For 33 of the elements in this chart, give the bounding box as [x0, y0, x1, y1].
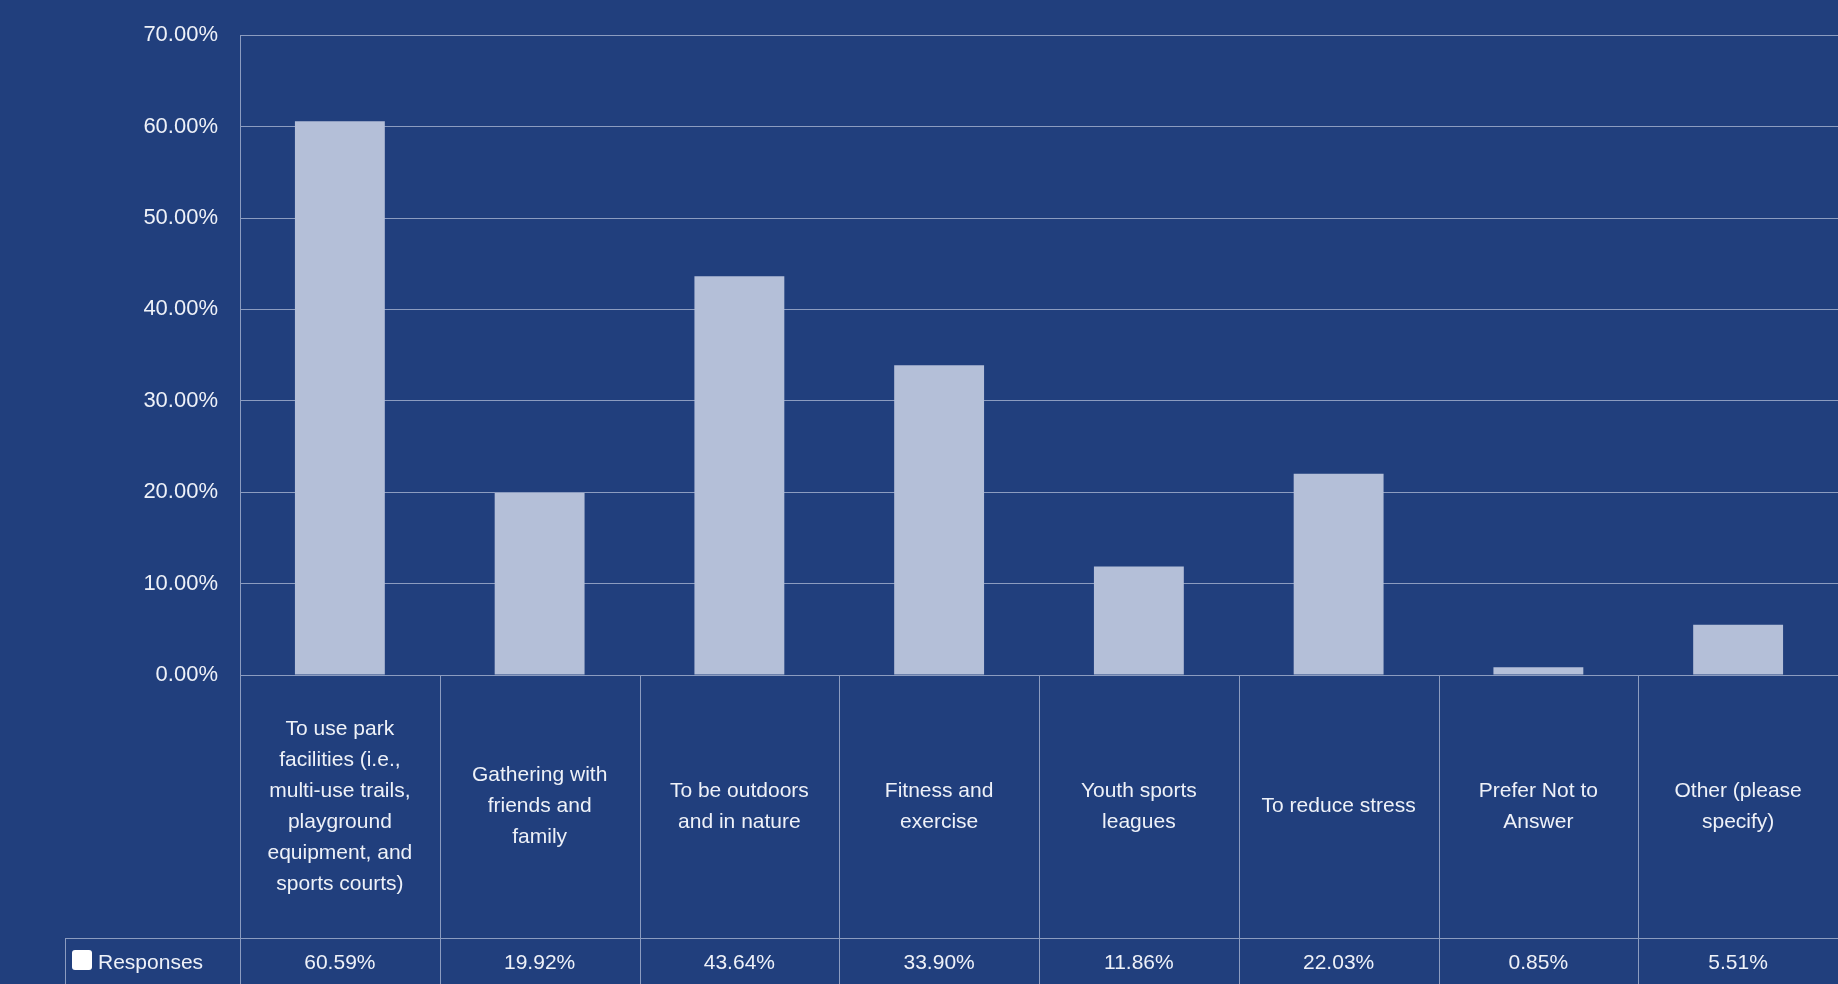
x-tick-label: To be outdoors and in nature [669, 777, 809, 832]
x-tick-label: To reduce stress [1261, 793, 1416, 817]
y-tick-label: 50.00% [143, 204, 218, 230]
data-label: 19.92% [504, 949, 576, 973]
bar [494, 492, 585, 675]
bar [1093, 566, 1184, 675]
data-label: 0.85% [1508, 949, 1569, 973]
y-tick-label: 0.00% [155, 661, 218, 687]
text: Responses [98, 949, 204, 973]
data-label: 43.64% [703, 949, 775, 973]
data-label: 60.59% [304, 949, 376, 973]
data-label: 11.86% [1104, 949, 1174, 973]
x-tick-label: Other (please specify) [1674, 777, 1802, 832]
y-tick-label: 70.00% [143, 21, 218, 47]
x-tick-label: Prefer Not to Answer [1478, 777, 1598, 832]
y-tick-label: 60.00% [143, 112, 218, 138]
bar [294, 121, 385, 675]
data-label: 33.90% [903, 949, 975, 973]
bar [1493, 667, 1584, 675]
bar [694, 276, 785, 675]
y-tick-label: 40.00% [143, 295, 218, 321]
data-label: 22.03% [1303, 949, 1375, 973]
x-tick-label: Fitness and exercise [884, 777, 994, 832]
x-tick-label: Youth sports leagues [1080, 777, 1197, 832]
bar [894, 365, 985, 675]
bar [1693, 624, 1784, 675]
y-tick-label: 10.00% [143, 569, 218, 595]
y-tick-label: 20.00% [143, 478, 218, 504]
data-label: 5.51% [1708, 949, 1768, 973]
x-tick-label: Gathering with friends and family [471, 762, 608, 848]
y-tick-label: 30.00% [143, 386, 218, 412]
x-tick-label: To use park facilities (i.e., multi-use trails, playground equipment, and sports courts) [267, 715, 413, 894]
bar [1293, 473, 1384, 675]
